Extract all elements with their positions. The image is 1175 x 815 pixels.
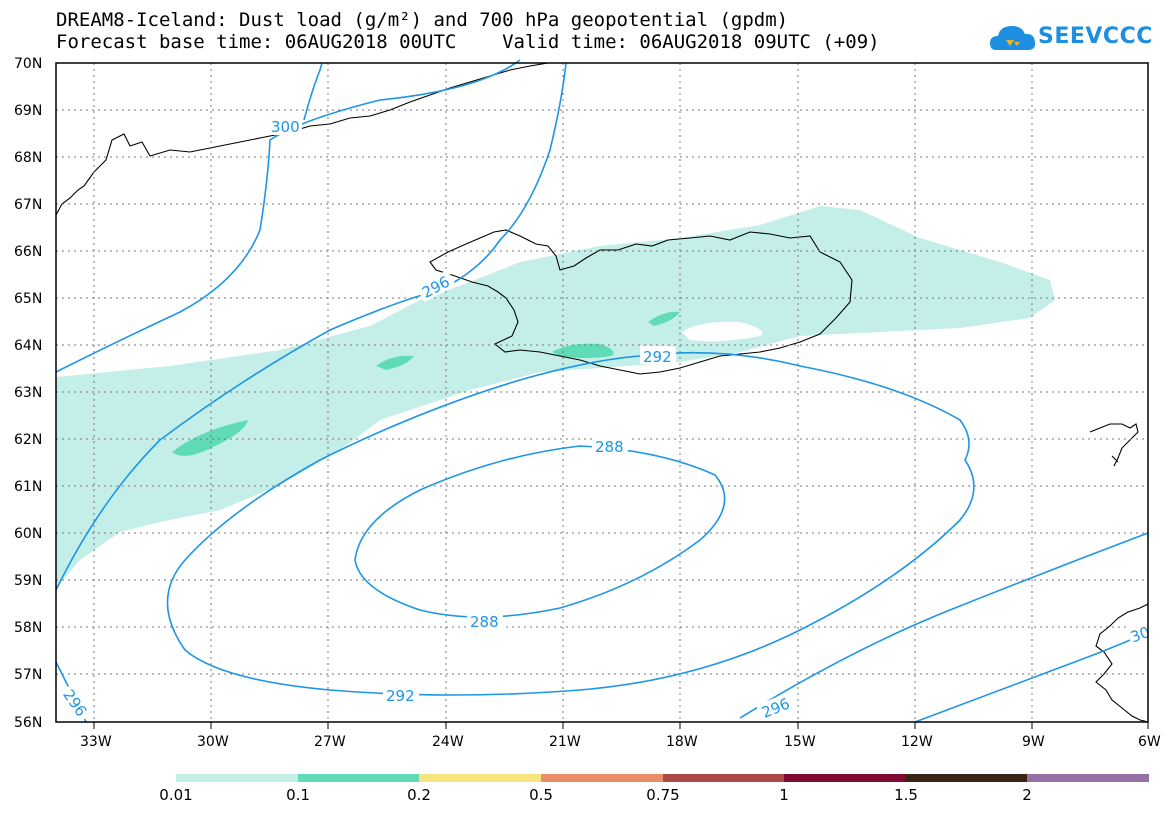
dust-region-mid-2 [376, 355, 414, 370]
seevccc-logo: SEEVCCC [988, 18, 1152, 58]
lat-label: 58N [14, 620, 42, 636]
longitude-labels: 33W 30W 27W 24W 21W 18W 15W 12W 9W 6W [80, 734, 1161, 750]
cloud-icon [990, 26, 1036, 50]
map-title: DREAM8-Iceland: Dust load (g/m²) and 700… [56, 9, 789, 31]
colorbar-label: 0.5 [529, 786, 553, 804]
dust-region-mid-3 [648, 311, 680, 326]
map-frame [55, 62, 1149, 723]
colorbar-segment [662, 774, 785, 782]
contour-300-southeast [914, 631, 1149, 723]
contour-296-southeast [739, 532, 1149, 719]
lon-label: 30W [197, 734, 229, 750]
lat-label: 65N [14, 291, 42, 307]
contour-label: 292 [386, 687, 415, 705]
colorbar [176, 774, 1149, 782]
contour-300 [55, 59, 521, 373]
lon-label: 27W [314, 734, 346, 750]
dust-load-shading [56, 206, 1055, 588]
colorbar-label: 0.75 [646, 786, 680, 804]
lat-label: 62N [14, 432, 42, 448]
shetland-islands [1089, 423, 1139, 467]
lat-label: 57N [14, 667, 42, 683]
lat-label: 66N [14, 244, 42, 260]
dust-region-mid-4 [552, 343, 614, 358]
contour-296 [55, 62, 567, 591]
lat-label: 60N [14, 526, 42, 542]
iceland-coast [429, 229, 853, 375]
scotland-coast [1095, 603, 1149, 723]
map-subtitle: Forecast base time: 06AUG2018 00UTC Vali… [56, 31, 880, 53]
colorbar-label: 0.1 [286, 786, 310, 804]
lat-label: 70N [14, 56, 42, 72]
lon-label: 6W [1138, 734, 1161, 750]
colorbar-label: 2 [1022, 786, 1032, 804]
lat-label: 61N [14, 479, 42, 495]
colorbar-label: 1.5 [894, 786, 918, 804]
lon-label: 24W [432, 734, 464, 750]
lon-label: 21W [549, 734, 581, 750]
lat-label: 56N [14, 715, 42, 731]
greenland-coast [55, 62, 549, 216]
lat-label: 67N [14, 197, 42, 213]
lon-label: 9W [1022, 734, 1045, 750]
colorbar-segment [1027, 774, 1149, 782]
colorbar-label: 0.2 [407, 786, 431, 804]
lon-label: 15W [784, 734, 816, 750]
gridlines [56, 63, 1148, 722]
lat-label: 59N [14, 573, 42, 589]
lon-label: 33W [80, 734, 112, 750]
lon-label: 18W [666, 734, 698, 750]
axis-ticks [93, 722, 1149, 729]
colorbar-segment [297, 774, 420, 782]
dust-clear-hole [682, 321, 763, 342]
lon-label: 12W [901, 734, 933, 750]
logo-text: SEEVCCC [1038, 24, 1153, 49]
dust-region-low [56, 206, 1055, 588]
contour-300-north [303, 62, 323, 121]
colorbar-segment [540, 774, 663, 782]
colorbar-label: 1 [779, 786, 789, 804]
contour-label: 300 [271, 118, 300, 136]
contour-label: 30 [1128, 623, 1152, 646]
colorbar-segment [784, 774, 906, 782]
contour-label: 288 [595, 438, 624, 456]
contour-label: 292 [643, 348, 672, 366]
latitude-labels: 70N 69N 68N 67N 66N 65N 64N 63N 62N 61N … [14, 56, 42, 731]
contour-label: 288 [470, 613, 499, 631]
contour-292 [166, 351, 975, 696]
lat-label: 68N [14, 150, 42, 166]
colorbar-segment [905, 774, 1028, 782]
colorbar-label: 0.01 [159, 786, 193, 804]
lat-label: 69N [14, 103, 42, 119]
dust-region-mid-1 [172, 420, 248, 456]
lat-label: 63N [14, 385, 42, 401]
colorbar-segment [419, 774, 541, 782]
colorbar-segment [176, 774, 298, 782]
contour-288 [354, 445, 726, 618]
lat-label: 64N [14, 338, 42, 354]
